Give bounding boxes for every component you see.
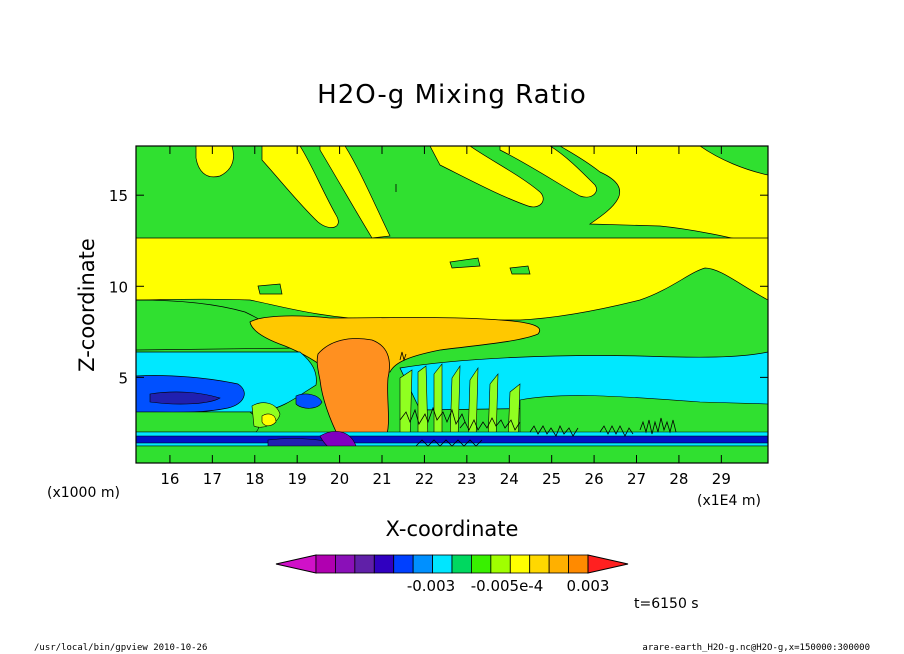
x-tick-label: 26 bbox=[585, 470, 604, 488]
contour-band-yellow bbox=[319, 146, 391, 239]
colorbar-swatch bbox=[548, 554, 569, 574]
contour-band-yellow bbox=[261, 146, 339, 228]
colorbar-label: -0.003 bbox=[407, 577, 455, 595]
colorbar-swatch bbox=[335, 554, 356, 574]
x-units-left: (x1000 m) bbox=[47, 485, 120, 501]
x-tick-label: 27 bbox=[627, 470, 646, 488]
contour-band-light-green bbox=[399, 363, 521, 441]
colorbar-swatch bbox=[471, 554, 492, 574]
x-tick-label: 23 bbox=[457, 470, 476, 488]
contour-band-yellow bbox=[261, 413, 277, 427]
contour-band-green bbox=[519, 395, 768, 441]
contour-band-yellow bbox=[429, 146, 544, 208]
contour-band-orange bbox=[316, 338, 390, 441]
contour-lines-turbulent bbox=[395, 184, 677, 447]
colorbar-min-arrow bbox=[275, 554, 317, 574]
contour-band-blue bbox=[295, 393, 323, 409]
y-tick-label: 5 bbox=[118, 369, 128, 387]
colorbar-swatch bbox=[432, 554, 453, 574]
y-axis-title: Z-coordinate bbox=[75, 238, 99, 372]
colorbar-swatch bbox=[490, 554, 511, 574]
x-tick-label: 21 bbox=[372, 470, 391, 488]
colorbar-swatch bbox=[315, 554, 336, 574]
contour-field bbox=[136, 146, 768, 463]
colorbar-swatch bbox=[373, 554, 395, 574]
chart-title: H2O-g Mixing Ratio bbox=[317, 80, 587, 110]
x-tick-label: 18 bbox=[245, 470, 264, 488]
x-tick-label: 22 bbox=[415, 470, 434, 488]
y-tick-label: 10 bbox=[109, 278, 128, 296]
colorbar-label: 0.003 bbox=[567, 577, 610, 595]
contour-band-yellow bbox=[195, 146, 234, 178]
colorbar bbox=[275, 554, 629, 574]
x-tick-label: 20 bbox=[330, 470, 349, 488]
contour-band-green bbox=[509, 265, 531, 275]
contour-band-dark-blue bbox=[136, 435, 768, 444]
x-axis-title: X-coordinate bbox=[386, 517, 519, 541]
colorbar-label: -0.005e-4 bbox=[471, 577, 544, 595]
x-tick-label: 29 bbox=[712, 470, 731, 488]
x-tick-label: 28 bbox=[669, 470, 688, 488]
plot-frame bbox=[135, 145, 769, 464]
x-units-right: (x1E4 m) bbox=[697, 493, 761, 509]
x-axis: 16 17 18 19 20 21 22 23 24 25 26 27 28 29 bbox=[160, 146, 731, 488]
colorbar-swatch bbox=[354, 554, 375, 574]
colorbar-swatch bbox=[509, 554, 531, 574]
contour-band-dark-blue bbox=[149, 391, 221, 405]
contour-band-green bbox=[257, 283, 283, 295]
x-tick-label: 25 bbox=[542, 470, 561, 488]
time-label: t=6150 s bbox=[634, 596, 699, 612]
footer-left: /usr/local/bin/gpview 2010-10-26 bbox=[34, 643, 207, 653]
contour-band-yellow bbox=[136, 237, 768, 321]
contour-band-green bbox=[136, 445, 768, 463]
y-tick-label: 15 bbox=[109, 187, 128, 205]
x-tick-label: 17 bbox=[203, 470, 222, 488]
contour-band-green bbox=[136, 411, 260, 433]
colorbar-swatch bbox=[412, 554, 433, 574]
colorbar-swatch bbox=[393, 554, 414, 574]
colorbar-swatch bbox=[529, 554, 550, 574]
x-tick-label: 19 bbox=[288, 470, 307, 488]
x-tick-label: 16 bbox=[160, 470, 179, 488]
colorbar-max-arrow bbox=[587, 554, 629, 574]
contour-band-green bbox=[449, 257, 481, 269]
colorbar-swatch bbox=[568, 554, 589, 574]
contour-band-yellow bbox=[499, 146, 597, 198]
colorbar-swatch bbox=[451, 554, 472, 574]
footer-right: arare-earth_H2O-g.nc@H2O-g,x=150000:3000… bbox=[642, 643, 870, 653]
x-tick-label: 24 bbox=[500, 470, 519, 488]
y-axis: 5 10 15 bbox=[109, 187, 768, 387]
